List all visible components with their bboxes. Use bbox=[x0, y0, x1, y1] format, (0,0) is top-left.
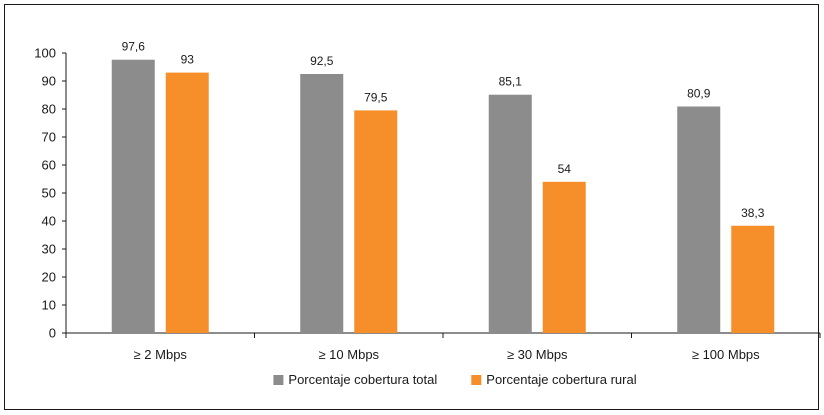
x-tick-label: ≥ 30 Mbps bbox=[507, 347, 568, 362]
y-tick-label: 30 bbox=[42, 242, 56, 257]
legend-label: Porcentaje cobertura total bbox=[288, 372, 437, 387]
x-tick-label: ≥ 10 Mbps bbox=[318, 347, 379, 362]
y-tick-label: 70 bbox=[42, 130, 56, 145]
data-label: 85,1 bbox=[499, 75, 523, 89]
legend: Porcentaje cobertura total Porcentaje cob… bbox=[273, 372, 637, 387]
data-label: 92,5 bbox=[310, 54, 334, 68]
legend-item-total: Porcentaje cobertura total bbox=[273, 372, 437, 387]
bar-rural bbox=[542, 181, 586, 333]
data-label: 93 bbox=[181, 53, 195, 67]
y-tick-label: 90 bbox=[42, 74, 56, 89]
data-label: 38,3 bbox=[741, 206, 765, 220]
data-label: 80,9 bbox=[687, 86, 711, 100]
y-tick-label: 40 bbox=[42, 214, 56, 229]
bars bbox=[111, 59, 775, 334]
y-tick-label: 60 bbox=[42, 158, 56, 173]
y-tick-label: 100 bbox=[34, 46, 56, 61]
legend-label: Porcentaje cobertura rural bbox=[486, 372, 636, 387]
bar-total bbox=[111, 59, 155, 333]
bar-total bbox=[677, 106, 721, 333]
legend-swatch bbox=[273, 375, 284, 385]
y-axis: 0 10 20 30 40 50 60 70 80 90 100 bbox=[34, 46, 67, 341]
data-label: 97,6 bbox=[122, 40, 146, 54]
legend-item-rural: Porcentaje cobertura rural bbox=[471, 372, 637, 387]
bar-rural bbox=[165, 72, 209, 333]
y-tick-label: 50 bbox=[42, 186, 56, 201]
x-axis: ≥ 2 Mbps ≥ 10 Mbps ≥ 30 Mbps ≥ 100 Mbps bbox=[65, 332, 821, 362]
y-tick-label: 10 bbox=[42, 298, 56, 313]
y-tick-label: 20 bbox=[42, 270, 56, 285]
y-tick-label: 80 bbox=[42, 102, 56, 117]
bar-rural bbox=[731, 225, 775, 333]
bar-total bbox=[300, 74, 344, 333]
x-tick-label: ≥ 100 Mbps bbox=[692, 347, 760, 362]
data-label: 79,5 bbox=[364, 90, 388, 104]
legend-swatch bbox=[471, 375, 482, 385]
data-labels: 97,6 93 92,5 79,5 85,1 54 80,9 38,3 bbox=[122, 40, 765, 220]
y-tick-label: 0 bbox=[49, 326, 56, 341]
data-label: 54 bbox=[558, 162, 572, 176]
x-tick-label: ≥ 2 Mbps bbox=[134, 347, 188, 362]
bar-rural bbox=[354, 110, 398, 334]
bar-total bbox=[488, 94, 532, 333]
